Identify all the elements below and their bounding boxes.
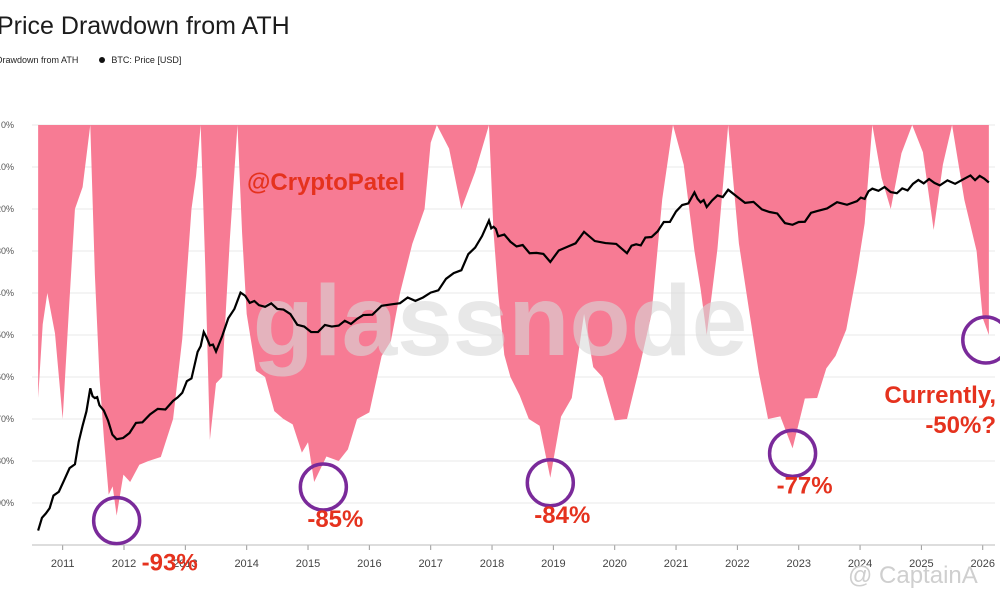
legend-dot-icon <box>98 56 105 63</box>
x-tick-label: 2016 <box>357 558 381 570</box>
x-tick-label: 2012 <box>112 558 136 570</box>
annotation-label: -77% <box>777 472 833 499</box>
y-tick-label: -60% <box>0 372 14 382</box>
glassnode-watermark: glassnode <box>253 265 748 377</box>
x-tick-label: 2019 <box>541 558 565 570</box>
y-tick-label: -10% <box>0 162 14 172</box>
handle-label: @CryptoPatel <box>247 169 405 196</box>
btc-price-line <box>37 174 990 531</box>
y-axis-ticks: 0% -10% -20% -30% -40% -50% -60% -70% -80% -90% <box>0 120 14 508</box>
x-tick-label: 2014 <box>234 558 258 570</box>
y-tick-label: 0% <box>1 120 14 130</box>
y-tick-label: -70% <box>0 414 14 424</box>
legend-item-drawdown[interactable]: Drawdown from ATH <box>0 54 79 65</box>
y-tick-label: -40% <box>0 288 14 298</box>
x-tick-label: 2013 <box>173 558 197 570</box>
y-tick-label: -50% <box>0 330 14 340</box>
x-tick-label: 2015 <box>296 558 320 570</box>
annotation-circles <box>91 315 1000 546</box>
x-tick-label: 2026 <box>970 558 994 570</box>
annotation-label: -50%? <box>925 412 996 439</box>
x-tick-label: 2011 <box>51 558 75 570</box>
x-tick-label: 2020 <box>602 558 626 570</box>
x-tick-label: 2017 <box>418 558 442 570</box>
y-tick-label: -20% <box>0 204 14 214</box>
annotation-label: Currently, <box>884 382 996 409</box>
annotation-label: -84% <box>534 502 590 529</box>
annotation-circle <box>961 315 1000 365</box>
y-tick-label: -90% <box>0 498 14 508</box>
annotation-circle <box>525 458 576 508</box>
annotation-circle <box>298 462 349 512</box>
x-tick-label: 2018 <box>480 558 504 570</box>
y-tick-label: -80% <box>0 456 14 466</box>
source-watermark: @ CaptainA <box>848 562 978 589</box>
legend-item-price[interactable]: BTC: Price [USD] <box>111 54 182 65</box>
drawdown-area <box>38 125 989 516</box>
annotation-label: -85% <box>307 506 363 533</box>
annotation-circle <box>767 428 818 479</box>
annotation-circle <box>91 495 142 546</box>
x-tick-label: 2021 <box>664 558 688 570</box>
annotation-labels: -93% -85% -84% -77% Currently, -50%? <box>142 382 996 577</box>
x-tick-label: 2024 <box>848 558 872 570</box>
x-tick-label: 2023 <box>786 558 810 570</box>
chart-title: Price Drawdown from ATH <box>0 12 290 40</box>
y-tick-label: -30% <box>0 246 14 256</box>
annotation-label: -93% <box>142 550 198 577</box>
x-tick-label: 2022 <box>725 558 749 570</box>
x-tick-label: 2025 <box>909 558 933 570</box>
x-axis-ticks: 2011 2012 2013 2014 2015 2016 2017 2018 2019 2020… <box>32 544 995 570</box>
chart-legend: Drawdown from ATH BTC: Price [USD] <box>0 54 181 65</box>
